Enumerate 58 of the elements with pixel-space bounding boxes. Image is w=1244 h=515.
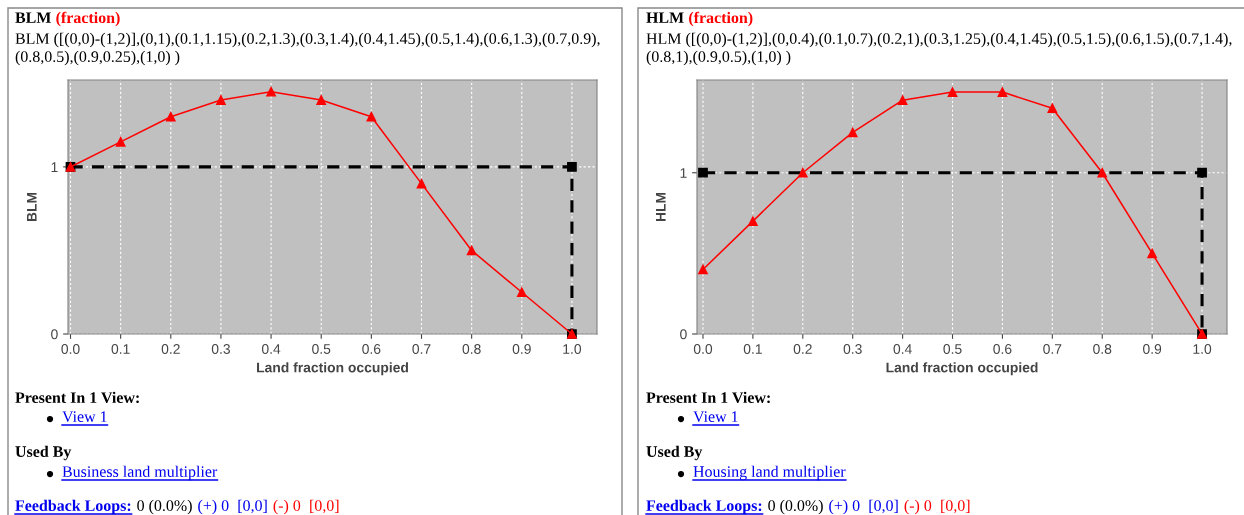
text: (+) 0 — [829, 499, 860, 515]
x-tick-label: 0.7 — [412, 344, 431, 354]
x-tick-label: 0.5 — [943, 344, 962, 354]
text: View 1 — [693, 411, 738, 423]
x-tick-label: 1.0 — [563, 344, 582, 354]
chart-subtitle: (fraction) — [689, 11, 753, 27]
x-tick-label: 0.4 — [261, 344, 281, 354]
text: HLM ([(0,0)-(1,2)],(0,0.4),(0.1,0.7),(0.2,1),(0.3,1.25),(0.4,1.45),(0.5,1.5),(0.6,1.5),(0.7,1.4), — [646, 32, 1232, 48]
text: Business land multiplier — [62, 465, 218, 481]
y-tick-label: 0 — [51, 329, 58, 340]
y-tick-label: 1 — [51, 162, 58, 172]
text: Housing land multiplier — [693, 465, 846, 481]
text: [0,0] — [869, 499, 898, 514]
x-tick-label: 0.2 — [793, 344, 812, 354]
text: BLM ([(0,0)-(1,2)],(0,1),(0.1,1.15),(0.2,1.3),(0.3,1.4),(0.4,1.45),(0.5,1.4),(0.6,1.3),(0.7,0.9), — [15, 32, 600, 48]
x-tick-label: 0.8 — [462, 344, 481, 354]
x-tick-label: 0.7 — [1043, 344, 1062, 354]
text: 0 (0.0%) — [137, 499, 192, 515]
x-tick-label: 1.0 — [1193, 344, 1212, 354]
x-tick-label: 0.3 — [211, 344, 230, 354]
text: Feedback Loops: — [646, 499, 762, 515]
x-tick-label: 0.6 — [993, 344, 1012, 354]
x-tick-label: 0.1 — [111, 344, 130, 354]
x-tick-label: 0.5 — [312, 344, 331, 354]
x-tick-label: 0.0 — [693, 344, 713, 354]
y-tick-label: 1 — [680, 168, 687, 178]
y-tick-label: 0 — [680, 329, 687, 340]
x-axis-title: Land fraction occupied — [886, 362, 1038, 376]
text: [0,0] — [310, 499, 339, 514]
x-tick-label: 0.6 — [362, 344, 381, 354]
x-tick-label: 0.9 — [512, 344, 531, 354]
x-tick-label: 0.1 — [743, 344, 762, 354]
chart-title: HLM — [646, 12, 684, 23]
chart-subtitle: (fraction) — [56, 11, 120, 27]
text: Present In 1 View: — [646, 391, 770, 404]
x-tick-label: 0.0 — [61, 344, 80, 354]
x-tick-label: 0.8 — [1093, 344, 1112, 354]
text: Present In 1 View: — [15, 391, 139, 404]
text: (-) 0 — [904, 499, 932, 515]
chart-title: BLM — [15, 12, 51, 23]
text: 0 (0.0%) — [768, 499, 823, 515]
x-tick-label: 0.3 — [843, 344, 862, 354]
x-tick-label: 0.9 — [1143, 344, 1162, 354]
x-tick-label: 0.2 — [161, 344, 180, 354]
x-tick-label: 0.4 — [893, 344, 912, 354]
text: Used By — [646, 445, 703, 461]
text: (-) 0 — [273, 499, 301, 515]
text: [0,0] — [238, 499, 267, 514]
text: (+) 0 — [198, 499, 229, 515]
y-axis-title: HLM — [656, 192, 666, 222]
text: [0,0] — [941, 499, 970, 514]
text: Feedback Loops: — [15, 499, 131, 515]
text: View 1 — [62, 411, 107, 423]
x-axis-title: Land fraction occupied — [257, 362, 408, 376]
y-axis-title: BLM — [27, 192, 37, 222]
text: (0.8,0.5),(0.9,0.25),(1,0) ) — [15, 50, 180, 66]
text: Used By — [15, 445, 72, 461]
text: (0.8,1),(0.9,0.5),(1,0) ) — [646, 50, 791, 66]
